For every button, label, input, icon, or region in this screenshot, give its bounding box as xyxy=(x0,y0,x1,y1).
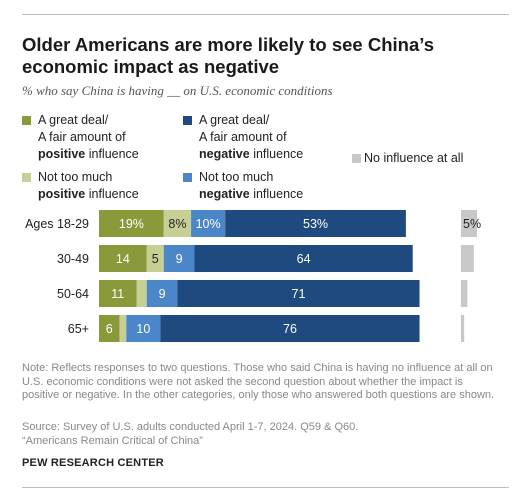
data-label-great-positive: 19% xyxy=(119,217,144,231)
legend-great-positive-line2: A fair amount of xyxy=(38,130,126,144)
data-label-great-negative: 64 xyxy=(297,252,311,266)
legend-great-positive-bold: positive xyxy=(38,147,86,161)
legend-not-negative-bold: negative xyxy=(199,187,250,201)
legend-swatch-great-negative xyxy=(183,116,192,125)
source-note: Source: Survey of U.S. adults conducted … xyxy=(22,421,358,448)
bar-segment-no-influence xyxy=(461,210,477,237)
category-label: 30-49 xyxy=(57,252,89,266)
title-line-1: Older Americans are more likely to see C… xyxy=(22,34,434,55)
bar-segment-no-influence xyxy=(461,245,474,272)
bar-segment-not-positive xyxy=(119,315,127,342)
legend-swatch-great-positive xyxy=(22,116,31,125)
category-label: Ages 18-29 xyxy=(25,217,89,231)
bar-segment-not-negative xyxy=(146,280,178,307)
legend-great-positive-rest: influence xyxy=(85,147,139,161)
bar-segment-great-positive xyxy=(99,245,147,272)
data-label-great-positive: 11 xyxy=(111,287,124,301)
bar-segment-great-positive xyxy=(99,315,120,342)
legend-not-negative-line1: Not too much xyxy=(199,170,274,184)
legend-not-positive-bold: positive xyxy=(38,187,86,201)
legend-no-influence-label: No influence at all xyxy=(364,151,464,165)
legend-swatch-no-influence xyxy=(352,154,361,163)
legend-great-negative-line1: A great deal/ xyxy=(199,113,270,127)
category-label: 50-64 xyxy=(57,287,89,301)
bar-segment-not-negative xyxy=(163,245,195,272)
bar-segment-great-negative xyxy=(194,245,413,272)
legend-great-negative-rest: influence xyxy=(249,147,304,161)
category-label: 65+ xyxy=(68,322,89,336)
source-line-1: Source: Survey of U.S. adults conducted … xyxy=(22,421,359,433)
chart-subtitle: % who say China is having __ on U.S. eco… xyxy=(22,83,333,98)
top-rule xyxy=(22,14,509,15)
legend-not-positive-line1: Not too much xyxy=(38,170,113,184)
bar-segment-no-influence xyxy=(461,280,468,307)
data-label-not-negative: 9 xyxy=(159,287,166,301)
brand-logo-text: PEW RESEARCH CENTER xyxy=(22,457,164,469)
legend-great-negative-line2: A fair amount of xyxy=(199,130,287,144)
data-label-great-negative: 53% xyxy=(303,217,328,231)
title-line-2: economic impact as negative xyxy=(22,56,280,77)
bar-segment-great-positive xyxy=(99,210,164,237)
legend-not-positive-rest: influence xyxy=(85,187,139,201)
stacked-bar-chart: Ages 18-29 19% 8% 10% 53% 5% 30-49 14 5 9 64 50-64 1… xyxy=(25,210,481,342)
bar-segment-not-negative xyxy=(126,315,161,342)
bar-segment-not-positive xyxy=(146,245,164,272)
legend-great-positive-line1: A great deal/ xyxy=(38,113,109,127)
legend-not-negative-rest: influence xyxy=(249,187,304,201)
data-label-no-influence: 5% xyxy=(463,217,481,231)
bar-segment-great-negative xyxy=(160,315,420,342)
source-line-2: “Americans Remain Critical of China” xyxy=(22,434,203,447)
data-label-not-negative: 9 xyxy=(176,252,183,266)
bar-segment-great-negative xyxy=(225,210,406,237)
legend-great-negative-bold: negative xyxy=(199,147,250,161)
bar-segment-great-positive xyxy=(99,280,137,307)
data-label-great-positive: 14 xyxy=(116,252,130,266)
bar-segment-great-negative xyxy=(177,280,420,307)
data-label-not-negative: 10% xyxy=(196,217,221,231)
footnote: Note: Reflects responses to two question… xyxy=(22,362,495,401)
bar-segment-not-positive xyxy=(136,280,147,307)
data-label-not-positive: 5 xyxy=(152,252,159,266)
data-label-not-negative: 10 xyxy=(136,322,150,336)
data-label-not-positive: 8% xyxy=(168,217,186,231)
bottom-rule xyxy=(22,487,509,488)
bar-segment-no-influence xyxy=(461,315,465,342)
bar-segment-not-negative xyxy=(191,210,226,237)
data-label-great-negative: 76 xyxy=(283,322,297,336)
data-label-great-positive: 6 xyxy=(106,322,113,336)
data-label-great-negative: 71 xyxy=(292,287,306,301)
chart-title: Older Americans are more likely to see C… xyxy=(22,34,502,78)
legend-swatch-not-positive xyxy=(22,173,31,182)
bar-segment-not-positive xyxy=(163,210,192,237)
legend-swatch-not-negative xyxy=(183,173,192,182)
